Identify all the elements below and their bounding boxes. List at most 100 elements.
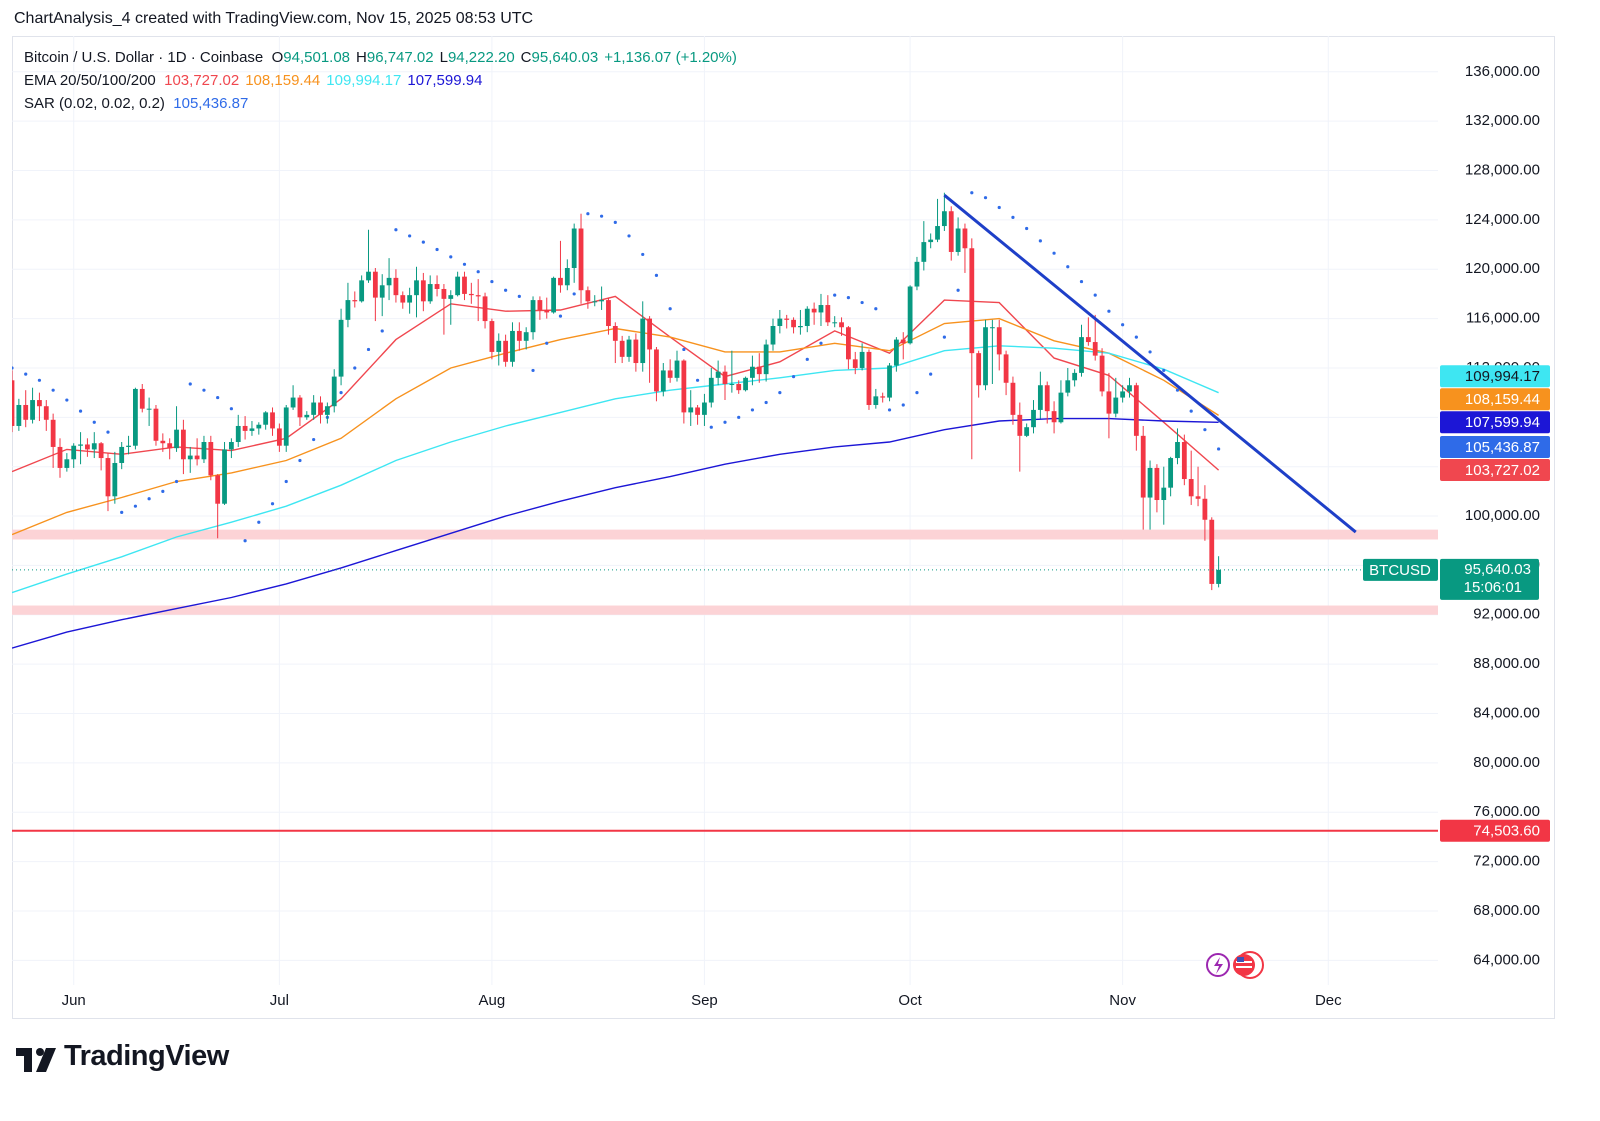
candle-body — [160, 440, 166, 444]
chart-frame — [12, 36, 1555, 1019]
candle-body — [345, 300, 351, 320]
x-tick-label: Sep — [691, 992, 718, 1009]
candle-body — [1188, 479, 1194, 497]
support-zone — [12, 605, 1438, 615]
sar-dot — [1162, 368, 1166, 373]
candle-body — [743, 377, 748, 391]
change-percent: (+1.20%) — [675, 49, 737, 66]
y-tick-label: 72,000.00 — [1473, 853, 1540, 870]
sar-dot — [641, 252, 645, 257]
price-label-box — [1440, 436, 1550, 459]
price-label-box — [1440, 388, 1550, 411]
sar-dot — [682, 347, 686, 352]
candle-body — [85, 444, 90, 450]
candle-body — [1051, 411, 1057, 423]
candle-body — [1010, 382, 1016, 415]
candle-body — [1195, 496, 1201, 499]
sar-dot — [312, 437, 316, 442]
candle-body — [174, 429, 179, 449]
y-tick-label: 128,000.00 — [1465, 161, 1540, 178]
header: ChartAnalysis_4 created with TradingView… — [14, 10, 534, 27]
candle-body — [654, 349, 659, 392]
sar-dot — [1121, 323, 1125, 327]
sar-dot — [997, 205, 1001, 210]
candle-body — [194, 455, 200, 460]
y-tick-label: 92,000.00 — [1473, 606, 1540, 623]
sar-dot — [65, 398, 69, 402]
candle-body — [126, 445, 131, 447]
y-tick-label: 76,000.00 — [1473, 803, 1540, 820]
candle-body — [571, 228, 577, 269]
sar-dot — [846, 296, 851, 300]
x-tick-label: Jun — [62, 992, 86, 1009]
y-tick-label: 132,000.00 — [1465, 112, 1540, 129]
sar-dot — [860, 300, 864, 305]
candle-body — [921, 242, 927, 262]
y-tick-label: 88,000.00 — [1473, 655, 1540, 672]
sar-dot — [1217, 447, 1221, 451]
x-tick-label: Dec — [1315, 992, 1342, 1009]
sar-dot — [490, 279, 494, 284]
sar-dot — [1093, 293, 1097, 297]
candle-body — [1003, 354, 1009, 383]
candle-body — [1133, 385, 1139, 436]
sar-dot — [216, 395, 220, 400]
candle-body — [153, 408, 159, 441]
candle-body — [612, 326, 618, 341]
candle-body — [722, 371, 728, 385]
candle-body — [455, 276, 461, 296]
candle-body — [503, 340, 509, 362]
candle-body — [873, 396, 879, 405]
candle-body — [270, 412, 275, 429]
sar-dot — [298, 458, 302, 463]
candle-body — [955, 228, 961, 252]
countdown-label: 15:06:01 — [1464, 579, 1522, 596]
candle-body — [558, 277, 563, 286]
sar-dot — [504, 288, 508, 292]
candle-body — [400, 295, 406, 303]
sar-dot — [599, 214, 604, 218]
sar-dot — [654, 273, 659, 278]
sar-dot — [92, 420, 96, 424]
candle-body — [1037, 385, 1043, 410]
sar-dot — [874, 307, 878, 311]
symbol-title: Bitcoin / U.S. Dollar · 1D · Coinbase — [24, 49, 264, 66]
candle-body — [283, 407, 289, 446]
candle-body — [331, 376, 337, 407]
candle-body — [352, 300, 358, 302]
ema-line — [12, 345, 1219, 594]
candle-body — [715, 371, 721, 378]
candle-body — [1140, 435, 1146, 498]
candle-body — [112, 462, 118, 497]
last-price-label: 95,640.03 — [1464, 561, 1531, 578]
candle-body — [71, 445, 77, 460]
candle-body — [1127, 385, 1132, 392]
candle-body — [1120, 391, 1126, 398]
ohlc-prefix: C — [520, 49, 532, 66]
candle-body — [1079, 337, 1084, 373]
ohlc-value: 94,501.08 — [283, 49, 351, 66]
legend: Bitcoin / U.S. Dollar · 1D · Coinbase O9… — [24, 46, 737, 115]
candle-body — [208, 442, 214, 476]
candle-body — [887, 365, 892, 398]
sar-dot — [1203, 428, 1207, 432]
last-price-box — [1440, 558, 1539, 600]
candle-body — [983, 327, 988, 386]
candle-body — [393, 277, 399, 296]
y-tick-label: 84,000.00 — [1473, 704, 1540, 721]
sar-dot — [613, 220, 617, 224]
sar-dot — [695, 378, 700, 382]
candle-body — [1058, 392, 1064, 423]
sar-dot — [1038, 239, 1042, 243]
candle-body — [434, 284, 440, 289]
sar-dot — [983, 196, 988, 200]
sar-dot — [243, 539, 247, 543]
y-tick-label: 68,000.00 — [1473, 902, 1540, 919]
sar-dot — [517, 294, 521, 298]
candle-body — [146, 408, 152, 410]
candle-body — [619, 340, 625, 357]
candle-body — [448, 295, 454, 299]
sar-dot — [78, 409, 83, 413]
candle-body — [37, 400, 42, 407]
